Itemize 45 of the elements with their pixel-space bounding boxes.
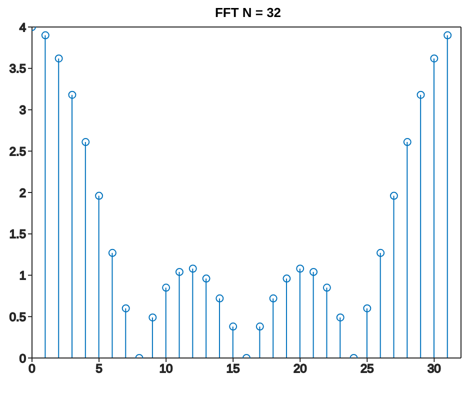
point (296, 264, 304, 273)
point (148, 313, 157, 322)
point (430, 54, 438, 62)
x-tick-label: 20 (293, 362, 308, 376)
point (54, 54, 63, 62)
y-tick-label: 0 (19, 351, 26, 366)
x-tick-label: 10 (159, 362, 174, 376)
y-tick-label: 2.5 (9, 144, 26, 158)
y-tick-label: 1 (19, 268, 26, 283)
point (403, 138, 412, 146)
point (68, 90, 76, 99)
chart-title: FFT N = 32 (214, 5, 282, 20)
x-tick-label: 30 (428, 362, 442, 376)
point (41, 31, 50, 40)
point (95, 192, 104, 200)
point (256, 322, 264, 331)
point (269, 294, 278, 302)
x-tick-label: 0 (28, 362, 36, 376)
point (175, 268, 184, 276)
point (390, 192, 398, 200)
point (322, 284, 331, 292)
point (229, 322, 238, 331)
point (310, 268, 318, 276)
y-tick-label: 3 (19, 103, 26, 118)
x-tick-label: 25 (360, 362, 374, 376)
x-tick-label: 15 (226, 362, 240, 376)
y-tick-label: 3.5 (9, 62, 26, 76)
point (282, 274, 291, 283)
point (416, 90, 425, 99)
point (162, 284, 170, 292)
y-tick-label: 0.5 (9, 310, 26, 324)
point (108, 248, 116, 257)
point (376, 248, 385, 257)
point (216, 294, 224, 302)
point (336, 313, 344, 322)
x-tick-label: 5 (96, 362, 103, 376)
point (188, 264, 197, 273)
y-tick-label: 2 (19, 186, 26, 200)
point (82, 138, 90, 146)
point (363, 304, 372, 312)
point (202, 274, 210, 283)
point (122, 304, 130, 312)
y-tick-label: 4 (19, 20, 26, 34)
y-tick-label: 1.5 (9, 227, 26, 242)
point (444, 31, 452, 40)
